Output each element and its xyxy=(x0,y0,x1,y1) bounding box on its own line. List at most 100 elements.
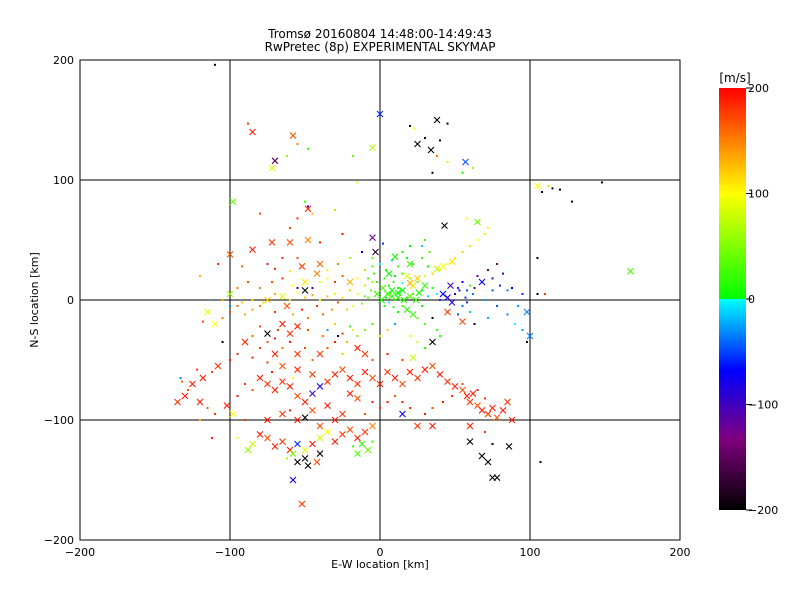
scatter-point-dot xyxy=(388,301,390,304)
scatter-point-dot xyxy=(394,395,396,397)
scatter-point-cross xyxy=(316,450,324,457)
scatter-point-dot xyxy=(383,305,386,307)
scatter-point-cross xyxy=(346,426,354,433)
scatter-point-cross xyxy=(439,290,447,298)
scatter-point-cross xyxy=(354,380,361,388)
scatter-point-cross xyxy=(429,338,436,346)
colorbar-tick-label: 0 xyxy=(748,293,755,306)
y-tick-label: 200 xyxy=(53,54,74,67)
scatter-point-dot xyxy=(341,353,344,355)
scatter-point-dot xyxy=(499,284,501,287)
scatter-point-dot xyxy=(446,122,449,125)
scatter-point-dot xyxy=(244,383,246,385)
scatter-point-dot xyxy=(281,257,284,259)
scatter-point-dot xyxy=(364,295,366,298)
scatter-point-dot xyxy=(382,242,384,245)
x-tick-label: 100 xyxy=(520,546,541,559)
scatter-point-cross xyxy=(244,446,252,454)
scatter-point-cross xyxy=(436,371,444,378)
y-tick-label: −100 xyxy=(44,414,74,427)
scatter-point-dot xyxy=(514,323,516,325)
scatter-point-dot xyxy=(389,291,392,294)
scatter-point-cross xyxy=(627,267,634,275)
scatter-point-cross xyxy=(346,374,354,382)
scatter-point-dot xyxy=(356,277,359,280)
scatter-point-cross xyxy=(484,410,492,418)
scatter-point-cross xyxy=(339,366,346,373)
scatter-point-dot xyxy=(371,265,374,268)
scatter-point-dot xyxy=(202,320,204,323)
scatter-point-dot xyxy=(386,353,389,355)
scatter-point-dot xyxy=(326,347,329,349)
scatter-point-dot xyxy=(442,401,444,403)
scatter-point-cross xyxy=(484,458,492,466)
scatter-point-dot xyxy=(187,389,189,391)
scatter-point-cross xyxy=(399,410,406,418)
scatter-point-cross xyxy=(309,407,316,414)
axis-ticks: −200 −100 0 100 200 −200 −100 0 100 200 xyxy=(44,54,691,559)
scatter-point-dot xyxy=(319,299,321,301)
scatter-point-dot xyxy=(337,335,339,337)
scatter-point-dot xyxy=(484,233,486,235)
scatter-point-cross xyxy=(264,296,271,304)
scatter-point-dot xyxy=(334,281,336,283)
scatter-point-cross xyxy=(223,402,231,409)
scatter-point-dot xyxy=(274,267,276,270)
x-tick-label: −100 xyxy=(215,546,245,559)
scatter-point-dot xyxy=(221,317,224,319)
scatter-point-dot xyxy=(296,143,299,145)
scatter-point-dot xyxy=(461,251,464,253)
scatter-point-cross xyxy=(316,383,324,390)
scatter-point-dot xyxy=(451,395,453,397)
scatter-point-dot xyxy=(427,295,429,298)
chart-subtitle: RwPretec (8p) EXPERIMENTAL SKYMAP xyxy=(265,40,496,54)
scatter-point-dot xyxy=(334,323,336,325)
scatter-point-dot xyxy=(391,259,393,262)
scatter-point-cross xyxy=(294,458,301,466)
scatter-point-dot xyxy=(484,431,486,433)
scatter-point-dot xyxy=(211,371,213,373)
scatter-point-cross xyxy=(279,320,286,328)
scatter-point-dot xyxy=(491,277,494,280)
x-axis-label: E-W location [km] xyxy=(331,558,429,571)
scatter-point-dot xyxy=(334,293,336,295)
scatter-point-dot xyxy=(286,457,288,460)
scatter-point-dot xyxy=(376,281,378,283)
scatter-point-dot xyxy=(251,335,254,337)
scatter-point-cross xyxy=(298,500,306,508)
scatter-point-cross xyxy=(385,270,393,277)
scatter-point-cross xyxy=(474,218,481,226)
scatter-point-dot xyxy=(326,277,329,280)
scatter-point-cross xyxy=(451,383,459,390)
scatter-point-dot xyxy=(259,287,261,289)
scatter-point-dot xyxy=(496,263,498,265)
scatter-point-cross xyxy=(361,428,369,436)
scatter-point-cross xyxy=(199,374,207,382)
scatter-point-cross xyxy=(388,293,396,300)
scatter-point-cross xyxy=(316,434,324,442)
scatter-point-dot xyxy=(439,139,441,142)
scatter-point-dot xyxy=(301,308,303,311)
scatter-point-dot xyxy=(266,263,269,265)
scatter-point-dot xyxy=(281,277,284,280)
scatter-point-cross xyxy=(331,416,339,424)
scatter-point-cross xyxy=(493,474,501,481)
scatter-point-cross xyxy=(279,293,286,300)
scatter-point-cross xyxy=(331,371,339,378)
scatter-point-cross xyxy=(264,434,271,442)
scatter-point-cross xyxy=(505,443,513,450)
scatter-point-dot xyxy=(397,311,399,313)
colorbar-label: [m/s] xyxy=(719,71,750,85)
scatter-point-dot xyxy=(370,289,372,292)
scatter-point-dot xyxy=(559,188,561,191)
scatter-point-cross xyxy=(379,284,387,292)
scatter-point-dot xyxy=(217,263,219,265)
scatter-point-dot xyxy=(251,299,254,301)
scatter-point-cross xyxy=(309,390,316,397)
scatter-point-dot xyxy=(539,461,542,463)
scatter-point-cross xyxy=(189,380,196,388)
scatter-point-dot xyxy=(401,359,404,361)
scatter-point-cross xyxy=(361,350,369,358)
scatter-point-cross xyxy=(301,414,309,421)
scatter-point-cross xyxy=(504,398,511,406)
